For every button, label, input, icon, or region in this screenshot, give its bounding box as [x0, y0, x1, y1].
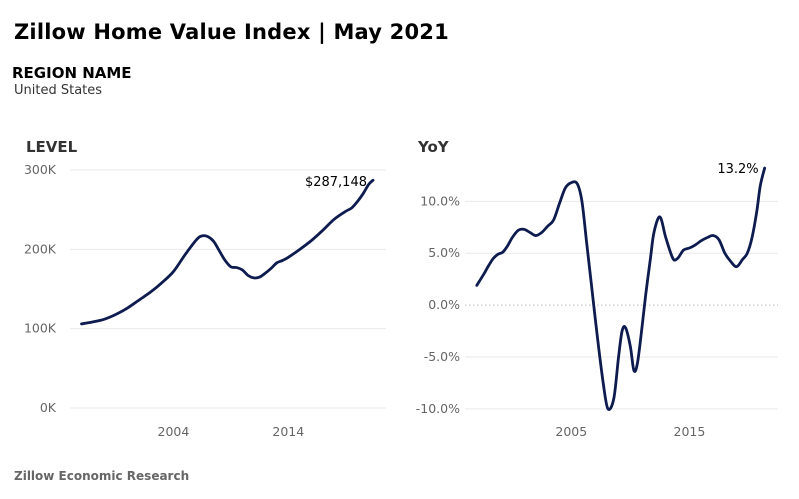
yoy-y-tick-label: 5.0% [428, 245, 460, 260]
level-x-tick-label: 2004 [158, 424, 190, 439]
yoy-chart: -10.0% -5.0% 0.0% 5.0% 10.0% 2005 2015 13.2% [416, 162, 778, 439]
level-y-tick-label: 100K [24, 321, 57, 336]
yoy-y-tick-label: -5.0% [424, 349, 460, 364]
level-x-tick-label: 2014 [272, 424, 304, 439]
level-y-tick-label: 300K [24, 162, 57, 177]
chart-title: Zillow Home Value Index | May 2021 [14, 20, 449, 44]
yoy-y-tick-label: 0.0% [428, 297, 460, 312]
yoy-x-tick-label: 2005 [555, 424, 587, 439]
yoy-series-line [475, 166, 767, 411]
yoy-y-tick-label: -10.0% [416, 401, 460, 416]
region-name-value: United States [14, 83, 103, 98]
source-footer: Zillow Economic Research [14, 469, 190, 483]
level-y-tick-label: 200K [24, 241, 57, 256]
level-chart: 0K 100K 200K 300K 2004 2014 $287,148 [24, 162, 386, 439]
level-latest-value-label: $287,148 [305, 175, 367, 190]
level-panel-title: LEVEL [26, 138, 78, 156]
yoy-x-tick-label: 2015 [674, 424, 706, 439]
yoy-panel-title: YoY [418, 138, 449, 156]
yoy-latest-value-label: 13.2% [717, 162, 758, 177]
level-series-line [80, 178, 375, 326]
level-y-tick-label: 0K [40, 400, 57, 415]
yoy-y-tick-label: 10.0% [420, 193, 460, 208]
region-name-label: REGION NAME [12, 64, 132, 82]
